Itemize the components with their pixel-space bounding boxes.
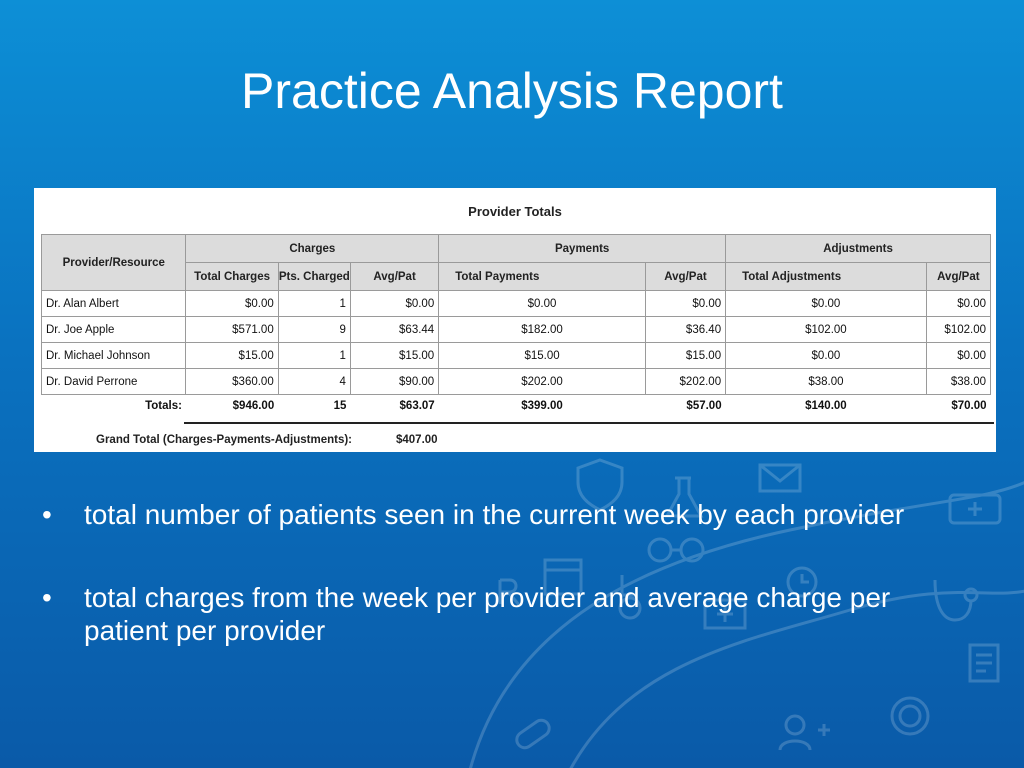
cell-pts-charged: 9 (277, 316, 351, 343)
table-row: Dr. Michael Johnson $15.00 1 $15.00 $15.… (40, 342, 992, 369)
totals-total-charges: $946.00 (232, 399, 275, 412)
rx-icon (498, 578, 522, 607)
cell-charges-avg: $90.00 (349, 368, 440, 395)
col-header-pts-charged: Pts. Charged (277, 262, 351, 291)
cell-provider: Dr. Michael Johnson (40, 342, 187, 369)
table-group-header-row: Provider/Resource Charges Payments Adjus… (40, 234, 991, 291)
col-header-charges: Charges (185, 234, 440, 263)
slide-title: Practice Analysis Report (241, 63, 783, 119)
cell-adjustments-avg: $0.00 (925, 290, 992, 317)
bullet-marker: • (42, 499, 52, 530)
cell-adjustments-avg: $38.00 (925, 368, 992, 395)
cell-total-charges: $15.00 (185, 342, 279, 369)
envelope-icon (758, 463, 802, 493)
cell-pts-charged: 1 (277, 290, 351, 317)
cell-adjustments-avg: $102.00 (925, 316, 992, 343)
cell-total-adjustments: $102.00 (725, 316, 927, 343)
cell-total-charges: $0.00 (185, 290, 279, 317)
cell-payments-avg: $36.40 (644, 316, 727, 343)
stethoscope-icon (933, 579, 979, 622)
cell-total-payments: $0.00 (438, 290, 646, 317)
cell-provider: Dr. Alan Albert (40, 290, 187, 317)
grand-total-value: $407.00 (396, 434, 438, 446)
totals-total-adjustments: $140.00 (805, 399, 847, 412)
cell-total-payments: $202.00 (438, 368, 646, 395)
shield-icon (576, 458, 624, 512)
medical-icons-background (430, 440, 1024, 768)
cell-adjustments-avg: $0.00 (925, 342, 992, 369)
totals-payments-avg: $57.00 (686, 399, 722, 412)
totals-total-payments: $399.00 (521, 399, 563, 412)
medical-kit-icon (703, 598, 747, 630)
bullet-item: • total charges from the week per provid… (42, 581, 982, 647)
pill-icon (515, 718, 551, 750)
add-user-icon (778, 714, 830, 751)
cell-total-adjustments: $0.00 (725, 342, 927, 369)
table-row: Dr. Joe Apple $571.00 9 $63.44 $182.00 $… (40, 316, 992, 343)
bullet-list: • total number of patients seen in the c… (42, 498, 982, 697)
bullet-marker: • (42, 582, 52, 613)
calendar-icon (543, 558, 583, 596)
cell-total-payments: $182.00 (438, 316, 646, 343)
document-icon (968, 643, 1000, 683)
gear-icon (890, 696, 930, 736)
clock-icon (786, 566, 818, 598)
cell-total-payments: $15.00 (438, 342, 646, 369)
grand-total-divider (184, 422, 994, 424)
cell-total-charges: $571.00 (185, 316, 279, 343)
report-title: Provider Totals (468, 204, 562, 219)
cell-total-charges: $360.00 (185, 368, 279, 395)
cell-charges-avg: $0.00 (349, 290, 440, 317)
col-header-adjustments-avg: Avg/Pat (925, 262, 992, 291)
cell-total-adjustments: $38.00 (725, 368, 927, 395)
col-header-payments-avg: Avg/Pat (644, 262, 727, 291)
col-header-total-adjustments: Total Adjustments (725, 262, 927, 291)
glasses-icon (647, 537, 705, 563)
totals-adjustments-avg: $70.00 (951, 399, 987, 412)
cell-payments-avg: $15.00 (644, 342, 727, 369)
wheelchair-icon (618, 575, 642, 620)
bullet-text: total charges from the week per provider… (84, 582, 891, 646)
cell-provider: Dr. Joe Apple (40, 316, 187, 343)
bullet-text: total number of patients seen in the cur… (84, 499, 905, 530)
col-header-adjustments: Adjustments (725, 234, 991, 263)
flask-icon (664, 476, 704, 518)
cell-charges-avg: $15.00 (349, 342, 440, 369)
bullet-item: • total number of patients seen in the c… (42, 498, 982, 531)
col-header-total-payments: Total Payments (438, 262, 646, 291)
cell-payments-avg: $0.00 (644, 290, 727, 317)
table-row: Dr. Alan Albert $0.00 1 $0.00 $0.00 $0.0… (40, 290, 992, 317)
network-lines-decoration (469, 481, 1024, 768)
cell-pts-charged: 4 (277, 368, 351, 395)
table-sub-header-row: Total Charges Pts. Charged Avg/Pat Total… (42, 262, 992, 291)
col-header-total-charges: Total Charges (185, 262, 279, 291)
cell-pts-charged: 1 (277, 342, 351, 369)
col-header-charges-avg: Avg/Pat (349, 262, 440, 291)
cell-total-adjustments: $0.00 (725, 290, 927, 317)
totals-pts-charged: 15 (333, 399, 347, 412)
cell-payments-avg: $202.00 (644, 368, 727, 395)
col-header-payments: Payments (438, 234, 727, 263)
cell-charges-avg: $63.44 (349, 316, 440, 343)
table-row: Dr. David Perrone $360.00 4 $90.00 $202.… (40, 368, 992, 395)
totals-row: Totals: $946.00 15 $63.07 $399.00 $57.00… (42, 395, 991, 417)
ambulance-icon (948, 493, 1002, 525)
totals-charges-avg: $63.07 (399, 399, 435, 412)
cell-provider: Dr. David Perrone (40, 368, 187, 395)
totals-label: Totals: (145, 399, 182, 412)
report-image: Provider Totals Provider/Resource Charge… (34, 188, 996, 452)
provider-totals-table: Provider/Resource Charges Payments Adjus… (40, 234, 992, 417)
col-header-provider: Provider/Resource (40, 234, 187, 291)
grand-total-label: Grand Total (Charges-Payments-Adjustment… (96, 434, 353, 446)
